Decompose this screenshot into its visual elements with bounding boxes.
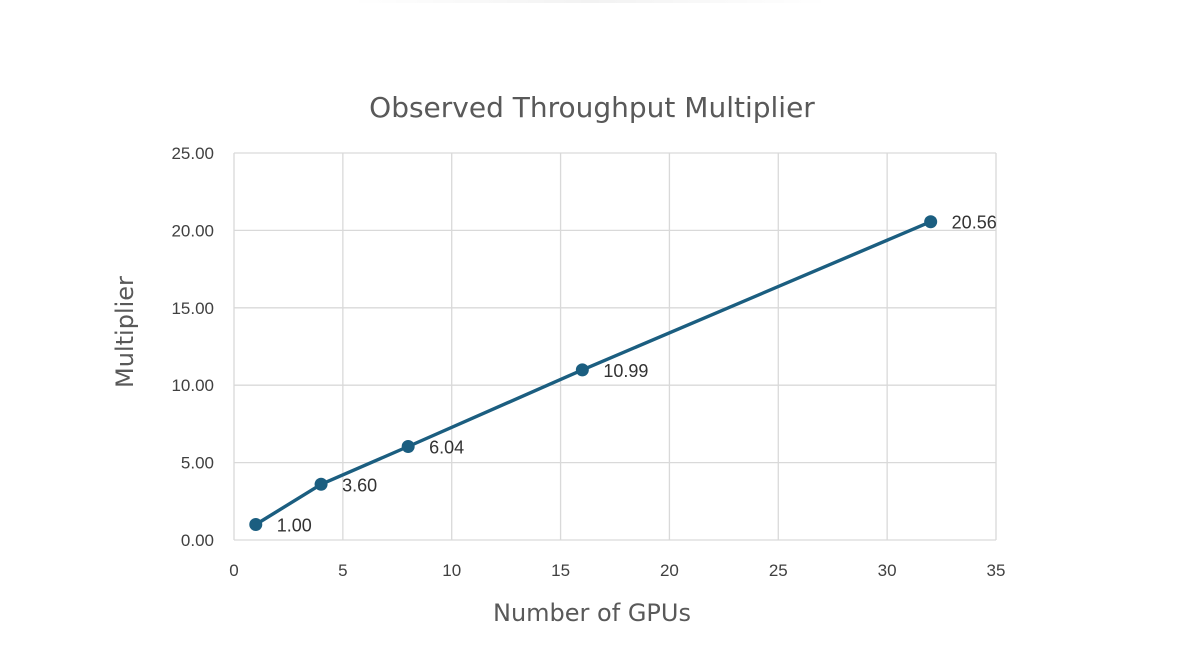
y-tick-label: 0.00 xyxy=(181,531,214,550)
y-tick-label: 20.00 xyxy=(171,221,214,240)
data-point xyxy=(401,440,415,454)
x-tick-label: 15 xyxy=(551,561,570,580)
x-tick-label: 5 xyxy=(338,561,347,580)
x-tick-label: 30 xyxy=(878,561,897,580)
gridlines xyxy=(233,152,997,541)
x-tick-label: 20 xyxy=(660,561,679,580)
top-edge-shadow xyxy=(350,0,830,3)
data-label: 3.60 xyxy=(342,475,377,495)
y-tick-label: 25.00 xyxy=(171,144,214,163)
data-label: 1.00 xyxy=(277,516,312,536)
x-tick-label: 35 xyxy=(987,561,1006,580)
series xyxy=(249,215,938,532)
data-point xyxy=(314,477,328,491)
y-tick-label: 15.00 xyxy=(171,299,214,318)
data-point xyxy=(575,363,589,377)
chart-title: Observed Throughput Multiplier xyxy=(369,91,815,124)
x-axis-title: Number of GPUs xyxy=(493,599,691,627)
tick-labels: 0 5 10 15 20 25 30 35 0.00 5.00 10.00 15.00 20.00 25.… xyxy=(171,144,1005,580)
y-axis-title: Multiplier xyxy=(111,276,139,388)
x-tick-label: 10 xyxy=(442,561,461,580)
x-tick-label: 25 xyxy=(769,561,788,580)
data-label: 20.56 xyxy=(952,213,997,233)
data-point xyxy=(249,518,263,532)
data-labels: 1.00 3.60 6.04 10.99 20.56 xyxy=(277,213,997,536)
data-label: 6.04 xyxy=(429,438,464,458)
x-tick-label: 0 xyxy=(229,561,238,580)
y-tick-label: 5.00 xyxy=(181,454,214,473)
data-label: 10.99 xyxy=(603,361,648,381)
data-point xyxy=(924,215,938,229)
y-tick-label: 10.00 xyxy=(171,376,214,395)
